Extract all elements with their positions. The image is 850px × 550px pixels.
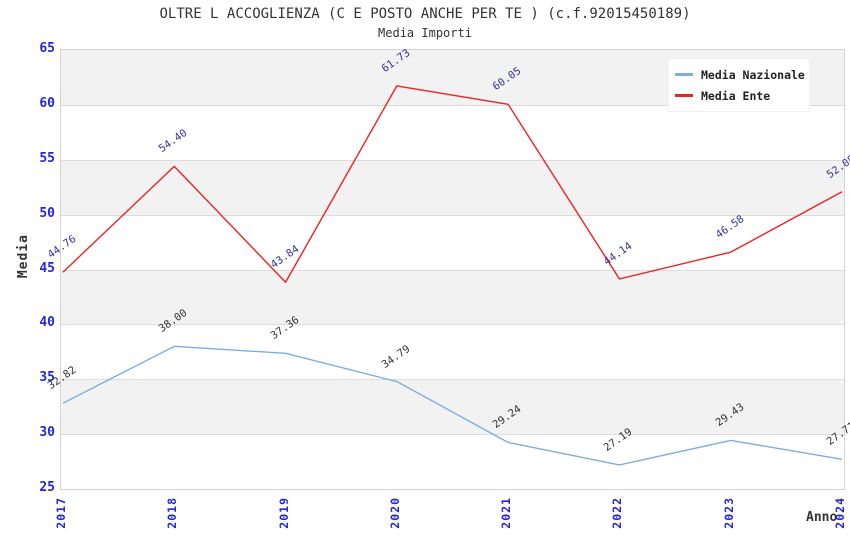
x-tick-label: 2024 bbox=[833, 497, 847, 529]
chart-subtitle: Media Importi bbox=[378, 26, 472, 40]
legend-item-media-nazionale[interactable]: Media Nazionale bbox=[675, 64, 809, 85]
x-tick-label: 2020 bbox=[387, 497, 402, 529]
y-tick-label: 35 bbox=[39, 370, 55, 386]
grid-band bbox=[61, 434, 844, 489]
x-tick-label: 2019 bbox=[276, 497, 291, 529]
gridline bbox=[61, 269, 844, 271]
plot-area bbox=[60, 49, 845, 490]
x-tick-label: 2021 bbox=[499, 497, 514, 529]
gridline bbox=[61, 214, 844, 216]
legend: Media Nazionale Media Ente bbox=[668, 58, 810, 112]
x-tick-label: 2017 bbox=[54, 497, 68, 529]
y-tick-label: 30 bbox=[39, 425, 55, 441]
y-tick-label: 55 bbox=[39, 150, 55, 166]
y-tick-label: 60 bbox=[39, 95, 55, 111]
legend-label: Media Nazionale bbox=[701, 67, 805, 82]
y-tick-label: 45 bbox=[39, 260, 55, 276]
x-tick-label: 2022 bbox=[610, 497, 625, 529]
legend-item-media-ente[interactable]: Media Ente bbox=[675, 85, 809, 106]
x-tick-label: 2018 bbox=[165, 497, 180, 529]
legend-swatch-line-icon bbox=[675, 73, 693, 76]
grid-band bbox=[61, 324, 844, 380]
y-tick-label: 50 bbox=[39, 205, 55, 221]
gridline bbox=[61, 159, 844, 161]
y-tick-label: 65 bbox=[39, 41, 55, 56]
grid-band bbox=[61, 159, 844, 215]
y-tick-label: 40 bbox=[39, 315, 55, 331]
x-axis-title: Anno bbox=[806, 510, 838, 525]
y-tick-label: 25 bbox=[39, 480, 55, 495]
chart-title: OLTRE L ACCOGLIENZA (C E POSTO ANCHE PER… bbox=[159, 6, 691, 22]
legend-swatch-line-icon bbox=[675, 94, 693, 97]
gridline bbox=[61, 434, 844, 436]
legend-label: Media Ente bbox=[701, 88, 771, 103]
x-tick-label: 2023 bbox=[721, 497, 736, 529]
gridline bbox=[61, 379, 844, 381]
gridline bbox=[61, 324, 844, 326]
